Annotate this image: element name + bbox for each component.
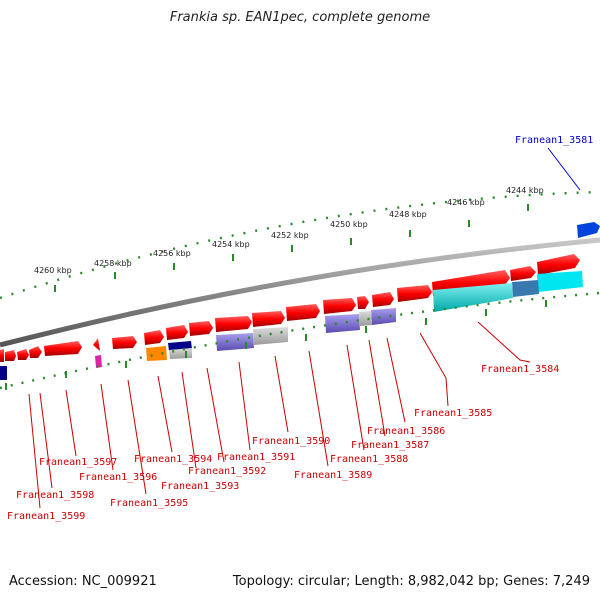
map-title: Frankia sp. EAN1pec, complete genome — [169, 10, 431, 25]
tick-label-4254: 4254 kbp — [212, 240, 250, 249]
gene-label-3592[interactable]: Franean1_3592 — [188, 466, 266, 477]
cds-arrow[interactable] — [166, 325, 188, 340]
cog-feature[interactable] — [146, 346, 167, 361]
gene-label-3595[interactable]: Franean1_3595 — [110, 498, 188, 509]
gene-label-3585[interactable]: Franean1_3585 — [414, 408, 492, 419]
gene-label-3586[interactable]: Franean1_3586 — [367, 426, 445, 437]
cog-feature[interactable] — [512, 280, 539, 297]
genome-summary-text: Topology: circular; Length: 8,982,042 bp… — [232, 574, 590, 589]
gene-feature-3581[interactable] — [577, 222, 600, 238]
cds-arrow[interactable] — [189, 321, 213, 336]
cds-arrow[interactable] — [286, 304, 320, 321]
cog-feature[interactable] — [0, 366, 7, 380]
gene-label-3584[interactable]: Franean1_3584 — [481, 364, 559, 375]
tick-label-4258: 4258 kbp — [94, 259, 132, 268]
cds-arrow[interactable] — [323, 298, 356, 314]
cds-arrow[interactable] — [144, 330, 164, 345]
cds-arrow[interactable] — [0, 349, 4, 362]
gene-label-3596[interactable]: Franean1_3596 — [79, 472, 157, 483]
gene-label-3587[interactable]: Franean1_3587 — [351, 440, 429, 451]
gene-label-3597[interactable]: Franean1_3597 — [39, 457, 117, 468]
gene-label-3599[interactable]: Franean1_3599 — [7, 511, 85, 522]
cds-arrow[interactable] — [397, 285, 432, 302]
accession-text: Accession: NC_009921 — [9, 574, 157, 589]
cds-arrow[interactable] — [5, 350, 16, 361]
cds-arrow[interactable] — [252, 311, 285, 327]
gene-label-3589[interactable]: Franean1_3589 — [294, 470, 372, 481]
cds-arrow[interactable] — [510, 266, 536, 281]
outer-major-ticks — [54, 204, 529, 292]
cog-feature[interactable] — [325, 314, 360, 333]
cog-feature[interactable] — [433, 283, 513, 312]
cog-feature[interactable] — [95, 355, 102, 368]
cds-arrow[interactable] — [357, 296, 369, 309]
genome-backbone — [0, 237, 600, 348]
gene-label-3593[interactable]: Franean1_3593 — [161, 481, 239, 492]
cds-arrow[interactable] — [112, 336, 137, 349]
gene-label-3591[interactable]: Franean1_3591 — [217, 452, 295, 463]
cds-arrow[interactable] — [29, 346, 42, 358]
gene-label-3590[interactable]: Franean1_3590 — [252, 436, 330, 447]
cog-feature[interactable] — [371, 308, 396, 325]
tick-label-4260: 4260 kbp — [34, 266, 72, 275]
leader-lines — [28, 147, 581, 509]
cds-arrow[interactable] — [44, 341, 82, 356]
gene-label-3581[interactable]: Franean1_3581 — [515, 135, 593, 146]
tick-label-4256: 4256 kbp — [153, 249, 191, 258]
cog-feature[interactable] — [168, 341, 192, 351]
cds-track-forward — [0, 254, 580, 362]
cds-arrow[interactable] — [537, 254, 580, 275]
gene-label-3588[interactable]: Franean1_3588 — [330, 454, 408, 465]
gene-label-3598[interactable]: Franean1_3598 — [16, 490, 94, 501]
cog-feature[interactable] — [216, 333, 254, 351]
tick-label-4252: 4252 kbp — [271, 231, 309, 240]
cog-feature[interactable] — [359, 311, 372, 326]
cds-arrow[interactable] — [215, 316, 252, 332]
inner-major-ticks — [5, 300, 547, 390]
tick-label-4244: 4244 kbp — [506, 186, 544, 195]
cog-track — [0, 271, 583, 380]
tick-label-4246: 4246 kbp — [447, 198, 485, 207]
cds-arrow[interactable] — [93, 338, 100, 351]
cog-feature[interactable] — [253, 327, 288, 345]
tick-label-4248: 4248 kbp — [389, 210, 427, 219]
cds-arrow[interactable] — [372, 292, 394, 307]
cog-feature[interactable] — [537, 271, 583, 292]
tick-label-4250: 4250 kbp — [330, 220, 368, 229]
gene-label-3594[interactable]: Franean1_3594 — [134, 454, 212, 465]
cds-arrow[interactable] — [17, 349, 29, 360]
